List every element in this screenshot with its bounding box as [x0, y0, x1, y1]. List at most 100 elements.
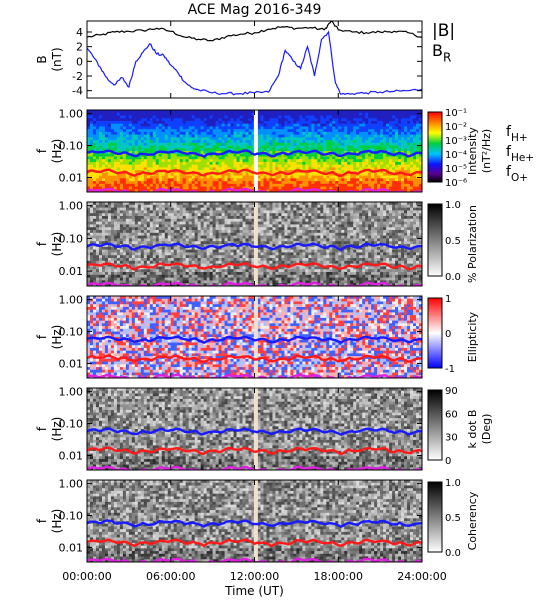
- spectrogram-cell: [158, 159, 163, 163]
- spectrogram-cell: [137, 140, 142, 144]
- spectrogram-cell: [179, 129, 184, 133]
- spectrogram-cell: [371, 118, 375, 122]
- spectrogram-cell: [320, 161, 324, 166]
- spectrogram-cell: [326, 123, 330, 127]
- spectrogram-cell: [167, 272, 172, 276]
- spectrogram-cell: [164, 272, 169, 276]
- spectrogram-cell: [140, 156, 145, 160]
- spectrogram-cell: [128, 175, 133, 179]
- spectrogram-cell: [329, 131, 333, 135]
- spectrogram-cell: [341, 137, 345, 141]
- spectrogram-cell: [269, 145, 273, 149]
- spectrogram-cell: [206, 189, 211, 192]
- spectrogram-cell: [134, 178, 139, 182]
- spectrogram-cell: [104, 238, 109, 242]
- spectrogram-cell: [122, 210, 127, 214]
- spectrogram-cell: [143, 123, 148, 127]
- spectrogram-cell: [266, 110, 270, 114]
- spectrogram-cell: [233, 178, 237, 182]
- spectrogram-cell: [242, 126, 246, 130]
- spectrogram-cell: [98, 159, 103, 163]
- spectrogram-cell: [87, 178, 91, 182]
- spectrogram-cell: [407, 129, 411, 133]
- spectrogram-cell: [275, 137, 279, 141]
- spectrogram-cell: [263, 142, 267, 146]
- spectrogram-cell: [119, 272, 124, 276]
- spectrogram-cell: [155, 204, 160, 208]
- spectrogram-cell: [155, 129, 160, 133]
- spectrogram-cell: [143, 156, 148, 160]
- spectrogram-cell: [155, 260, 160, 264]
- spectrogram-cell: [137, 238, 142, 242]
- spectrogram-cell: [230, 207, 234, 211]
- spectrogram-cell: [140, 218, 145, 222]
- spectrogram-cell: [188, 170, 193, 174]
- spectrogram-cell: [368, 159, 372, 163]
- spectrogram-cell: [377, 178, 381, 182]
- spectrogram-cell: [239, 216, 243, 220]
- spectrogram-cell: [374, 110, 378, 114]
- spectrogram-cell: [395, 181, 399, 185]
- spectrogram-cell: [407, 151, 411, 155]
- spectrogram-cell: [221, 140, 225, 144]
- spectrogram-cell: [407, 170, 411, 174]
- spectrogram-cell: [236, 266, 240, 270]
- spectrogram-cell: [149, 207, 154, 211]
- spectrogram-cell: [248, 123, 252, 127]
- spectrogram-cell: [197, 224, 202, 228]
- spectrogram-cell: [134, 218, 139, 222]
- spectrogram-cell: [416, 137, 420, 141]
- spectrogram-cell: [230, 123, 234, 127]
- spectrogram-cell: [203, 238, 208, 242]
- spectrogram-cell: [287, 123, 291, 127]
- spectrogram-cell: [104, 227, 109, 231]
- spectrogram-cell: [92, 159, 97, 163]
- spectrogram-cell: [398, 140, 402, 144]
- spectrogram-cell: [107, 110, 112, 114]
- spectrogram-cell: [245, 183, 249, 187]
- spectrogram-cell: [413, 183, 417, 187]
- spectrogram-cell: [89, 178, 94, 182]
- spectrogram-cell: [224, 216, 228, 220]
- spectrogram-cell: [350, 140, 354, 144]
- spectrogram-cell: [293, 112, 297, 116]
- spectrogram-cell: [164, 183, 169, 187]
- spectrogram-cell: [158, 269, 163, 273]
- spectrogram-cell: [92, 123, 97, 127]
- spectrogram-cell: [419, 161, 422, 166]
- spectrogram-cell: [92, 246, 97, 250]
- spectrogram-cell: [203, 142, 208, 146]
- spectrogram-cell: [272, 145, 276, 149]
- spectrogram-cell: [416, 129, 420, 133]
- spectrogram-cell: [110, 142, 115, 146]
- spectrogram-cell: [221, 164, 225, 168]
- spectrogram-cell: [185, 151, 190, 155]
- spectrogram-cell: [401, 172, 405, 176]
- spectrogram-cell: [170, 183, 175, 187]
- spectrogram-cell: [104, 145, 109, 149]
- spectrogram-cell: [344, 181, 348, 185]
- spectrogram-cell: [203, 235, 208, 239]
- spectrogram-cell: [119, 224, 124, 228]
- spectrogram-cell: [410, 181, 414, 185]
- spectrogram-cell: [248, 120, 252, 125]
- spectrogram-cell: [146, 221, 151, 225]
- spectrogram-cell: [368, 164, 372, 168]
- spectrogram-cell: [371, 161, 375, 166]
- spectrogram-cell: [239, 120, 243, 125]
- spectrogram-cell: [125, 183, 130, 187]
- spectrogram-cell: [275, 189, 279, 192]
- spectrogram-cell: [287, 164, 291, 168]
- spectrogram-cell: [116, 235, 121, 239]
- spectrogram-cell: [350, 183, 354, 187]
- spectrogram-cell: [263, 181, 267, 185]
- spectrogram-cell: [101, 161, 106, 166]
- spectrogram-cell: [185, 204, 190, 208]
- spectrogram-cell: [176, 263, 181, 267]
- spectrogram-cell: [125, 216, 130, 220]
- spectrogram-cell: [404, 120, 408, 125]
- spectrogram-cell: [284, 189, 288, 192]
- spectrogram-cell: [167, 224, 172, 228]
- spectrogram-cell: [284, 110, 288, 114]
- spectrogram-cell: [317, 167, 321, 171]
